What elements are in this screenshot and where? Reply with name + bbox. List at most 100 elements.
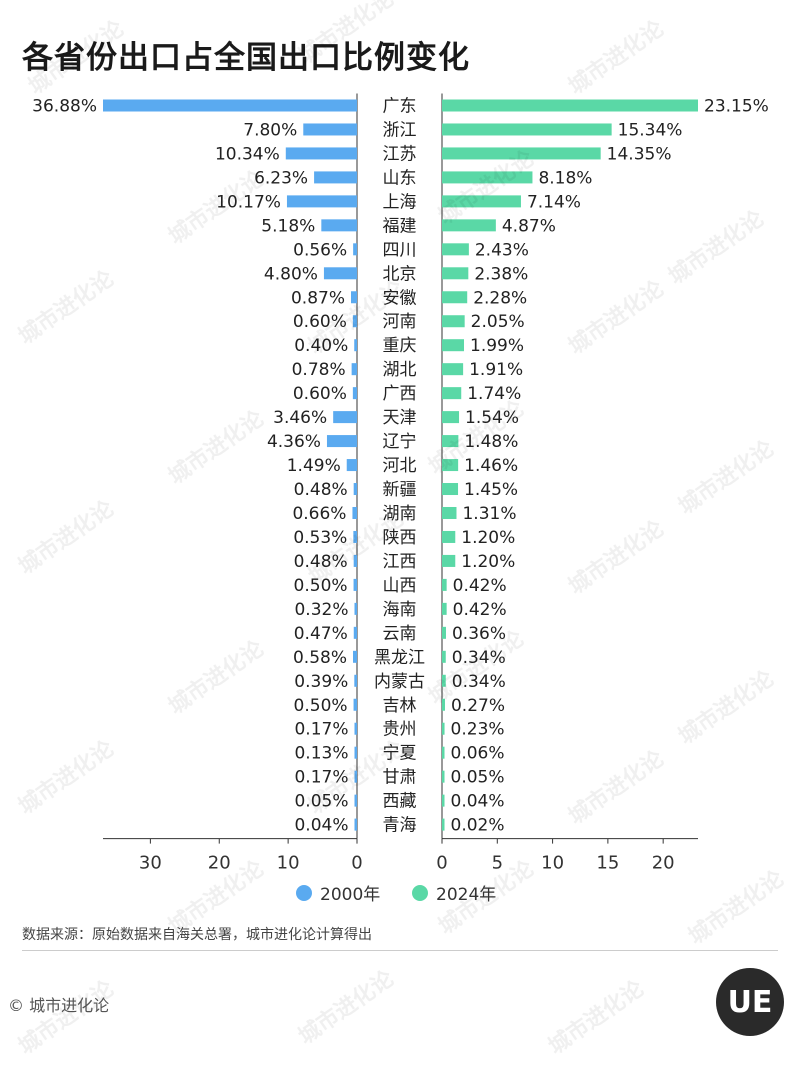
bar-2024 xyxy=(442,411,460,424)
bar-2024 xyxy=(442,722,445,735)
data-label-2000: 10.34% xyxy=(215,144,280,164)
bar-2024 xyxy=(442,794,445,807)
chart-legend: 2000年 2024年 xyxy=(0,880,800,905)
legend-item-2000: 2000年 xyxy=(296,880,380,905)
category-label: 西藏 xyxy=(383,792,417,812)
bar-2024 xyxy=(442,435,459,448)
bar-2000 xyxy=(352,506,357,519)
data-label-2000: 3.46% xyxy=(273,408,327,428)
data-label-2024: 0.27% xyxy=(451,696,505,716)
data-label-2024: 14.35% xyxy=(607,144,672,164)
credit-text: © 城市进化论 xyxy=(8,996,110,1015)
chart-title: 各省份出口占全国出口比例变化 xyxy=(22,40,470,76)
category-label: 上海 xyxy=(383,192,417,212)
bar-2024 xyxy=(442,291,468,304)
bar-2000 xyxy=(354,794,357,807)
bar-2024 xyxy=(442,650,446,663)
bar-2000 xyxy=(353,650,357,663)
bar-2024 xyxy=(442,530,456,543)
data-label-2000: 0.58% xyxy=(293,648,347,668)
bar-2024 xyxy=(442,243,469,256)
watermark: 城市进化论 xyxy=(294,966,399,1050)
data-label-2000: 0.17% xyxy=(294,768,348,788)
data-label-2000: 0.48% xyxy=(294,552,348,572)
bar-2000 xyxy=(354,674,357,687)
bar-2024 xyxy=(442,554,456,567)
bar-2024 xyxy=(442,578,447,591)
right-tick-label: 10 xyxy=(541,853,564,874)
data-label-2024: 0.36% xyxy=(452,624,506,644)
category-label: 河南 xyxy=(383,312,417,332)
bar-2024 xyxy=(442,626,446,639)
data-label-2024: 4.87% xyxy=(502,216,556,236)
data-label-2000: 0.40% xyxy=(294,336,348,356)
bar-2000 xyxy=(353,243,357,256)
bar-2000 xyxy=(346,459,357,472)
data-label-2000: 0.39% xyxy=(294,672,348,692)
bar-2000 xyxy=(354,602,357,615)
bar-2000 xyxy=(353,530,357,543)
data-label-2024: 0.34% xyxy=(452,648,506,668)
data-label-2024: 1.54% xyxy=(465,408,519,428)
bar-2024 xyxy=(442,698,445,711)
category-label: 湖北 xyxy=(383,360,417,380)
bar-2000 xyxy=(333,411,357,424)
data-label-2024: 1.45% xyxy=(464,480,518,500)
bar-2000 xyxy=(314,171,357,184)
data-label-2000: 0.50% xyxy=(294,576,348,596)
category-label: 广西 xyxy=(383,384,417,404)
category-label: 江西 xyxy=(383,552,417,572)
data-label-2024: 0.23% xyxy=(451,720,505,740)
data-label-2000: 10.17% xyxy=(216,192,281,212)
category-label: 内蒙古 xyxy=(374,672,425,692)
bar-2024 xyxy=(442,147,601,160)
bar-2000 xyxy=(353,483,357,496)
category-label: 辽宁 xyxy=(383,432,417,452)
bar-2024 xyxy=(442,387,462,400)
data-label-2024: 0.42% xyxy=(453,600,507,620)
data-label-2000: 4.80% xyxy=(264,264,318,284)
data-label-2000: 0.87% xyxy=(291,288,345,308)
bar-2000 xyxy=(321,219,357,232)
data-label-2024: 1.48% xyxy=(464,432,518,452)
data-label-2024: 1.91% xyxy=(469,360,523,380)
data-label-2000: 5.18% xyxy=(261,216,315,236)
bar-2024 xyxy=(442,770,445,783)
bar-2024 xyxy=(442,195,521,208)
bar-2000 xyxy=(354,770,357,783)
data-label-2000: 0.66% xyxy=(292,504,346,524)
legend-label-2024: 2024年 xyxy=(436,885,497,905)
legend-swatch-2024 xyxy=(412,884,428,901)
bar-2000 xyxy=(354,746,357,759)
data-label-2000: 0.56% xyxy=(293,240,347,260)
category-label: 天津 xyxy=(383,408,417,428)
right-tick-label: 5 xyxy=(492,853,503,874)
data-label-2024: 8.18% xyxy=(538,168,592,188)
category-label: 甘肃 xyxy=(383,768,417,788)
source-note: 数据来源：原始数据来自海关总署，城市进化论计算得出 xyxy=(22,927,372,943)
data-label-2024: 1.74% xyxy=(467,384,521,404)
butterfly-bar-chart: 30 20 10 0 0 5 10 15 20 36.88% 23.15% 广东 7.80% 15.34%… xyxy=(32,93,769,874)
data-label-2024: 1.20% xyxy=(461,552,515,572)
category-label: 江苏 xyxy=(383,144,417,164)
category-label: 海南 xyxy=(383,600,417,620)
bar-2024 xyxy=(442,674,446,687)
bar-2000 xyxy=(352,387,357,400)
data-label-2000: 6.23% xyxy=(254,168,308,188)
data-label-2024: 1.31% xyxy=(462,504,516,524)
data-label-2024: 23.15% xyxy=(704,97,769,117)
divider xyxy=(22,950,778,951)
bar-2000 xyxy=(354,722,357,735)
bar-2000 xyxy=(103,99,357,112)
bar-2000 xyxy=(326,435,357,448)
bar-2000 xyxy=(286,195,357,208)
bar-2000 xyxy=(353,698,357,711)
bar-2024 xyxy=(442,267,469,280)
data-label-2000: 0.78% xyxy=(292,360,346,380)
category-label: 广东 xyxy=(383,97,417,117)
bar-2000 xyxy=(353,554,357,567)
data-label-2024: 1.46% xyxy=(464,456,518,476)
right-tick-label: 0 xyxy=(436,853,447,874)
category-label: 黑龙江 xyxy=(374,648,425,668)
category-label: 四川 xyxy=(383,240,417,260)
